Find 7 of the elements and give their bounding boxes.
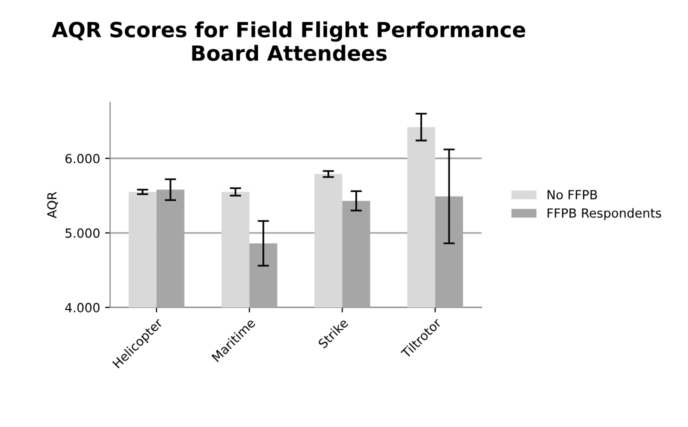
chart-title: AQR Scores for Field Flight Performance Board Attendees [52, 21, 526, 61]
legend-label: FFPB Respondents [548, 208, 662, 220]
y-tick-label: 5.000 [66, 228, 100, 238]
y-axis-title: AQR [47, 192, 58, 218]
y-tick-label: 4.000 [65, 302, 100, 312]
y-tick-label: 6.000 [65, 154, 100, 164]
legend-label: No FFPB [548, 190, 598, 200]
